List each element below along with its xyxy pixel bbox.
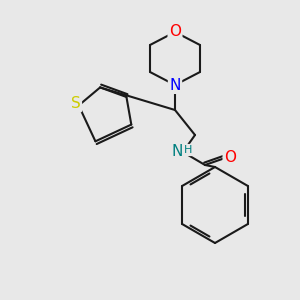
Text: N: N [169, 77, 181, 92]
Text: H: H [184, 145, 192, 155]
Text: O: O [224, 151, 236, 166]
Text: S: S [71, 96, 81, 111]
Text: N: N [171, 145, 183, 160]
Text: O: O [169, 25, 181, 40]
